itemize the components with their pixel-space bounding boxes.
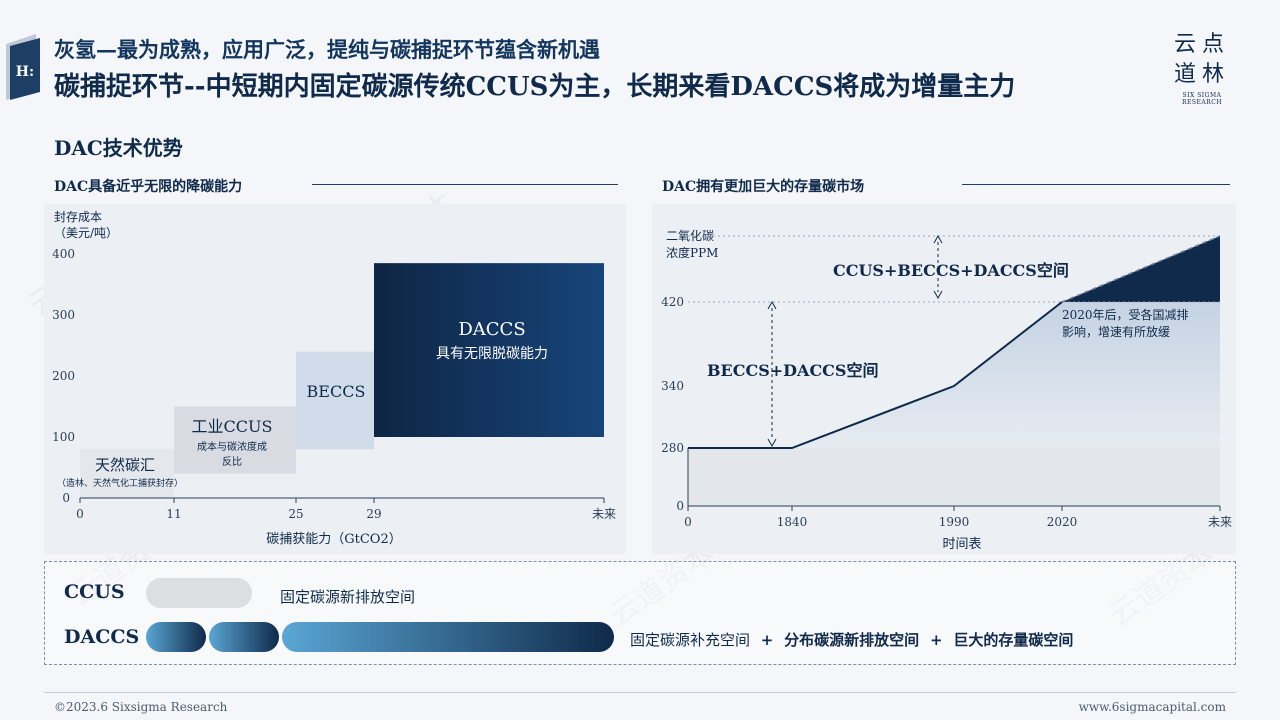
- right-subtitle-rule: [962, 184, 1230, 185]
- legend-daccs-bar-1: [146, 622, 206, 652]
- bar-note-ccus-2: 反比: [222, 456, 242, 468]
- bar-note-natural: （造林、天然气化工捕获封存）: [57, 477, 183, 489]
- footer-website: www.6sigmacapital.com: [1078, 700, 1226, 714]
- left-ylabel-1: 封存成本: [54, 210, 102, 224]
- legend-daccs-text2: 分布碳源新排放空间: [784, 631, 920, 649]
- section-title: DAC技术优势: [54, 136, 183, 160]
- label-upper-space: CCUS+BECCS+DACCS空间: [833, 261, 1069, 280]
- right-ytick: 0: [676, 499, 684, 513]
- area-fill: [688, 302, 1220, 448]
- left-xtick: 11: [166, 507, 181, 521]
- legend-daccs-text1: 固定碳源补充空间: [630, 631, 751, 649]
- footer-copyright: ©2023.6 Sixsigma Research: [54, 700, 228, 714]
- right-xlabel: 时间表: [942, 537, 981, 552]
- right-xtick: 2020: [1047, 515, 1078, 529]
- left-ytick: 300: [52, 308, 75, 322]
- right-xtick: 1990: [939, 515, 970, 529]
- right-xtick: 0: [684, 515, 692, 529]
- right-ylabel-1: 二氧化碳: [666, 229, 714, 243]
- label-lower-space: BECCS+DACCS空间: [707, 361, 878, 380]
- right-xtick: 1840: [777, 515, 808, 529]
- legend-plus-1: +: [760, 631, 774, 649]
- legend-plus-2: +: [929, 631, 943, 649]
- title-line1: 灰氢—最为成熟，应用广泛，提纯与碳捕捉环节蕴含新机遇: [54, 37, 600, 62]
- page-title: 碳捕捉环节--中短期内固定碳源传统CCUS为主，长期来看DACCS将成为增量主力: [54, 72, 1016, 102]
- logo-sub: SIX SIGMA RESEARCH: [1181, 92, 1223, 106]
- left-xtick: 29: [366, 507, 381, 521]
- header-badge-text: H:: [16, 64, 34, 80]
- left-xtick: 未来: [592, 507, 616, 521]
- legend-daccs-bar-2: [209, 622, 279, 652]
- series-line: [688, 301, 1063, 449]
- right-ylabel-2: 浓度PPM: [666, 245, 718, 260]
- left-ytick: 0: [62, 491, 70, 505]
- bar-label-ccus: 工业CCUS: [192, 417, 273, 436]
- legend-daccs-text: 固定碳源补充空间 + 分布碳源新排放空间 + 巨大的存量碳空间: [630, 629, 1073, 650]
- note-line-1: 2020年后，受各国减排: [1062, 307, 1189, 322]
- right-xtick: 未来: [1208, 515, 1232, 529]
- legend-ccus-text: 固定碳源新排放空间: [280, 588, 416, 606]
- right-chart: 二氧化碳 浓度PPM 0 280 340 420 0 1840 1990 2020 未来 CCUS…: [652, 204, 1236, 554]
- legend-ccus-label: CCUS: [64, 581, 125, 603]
- series-line-future: [1061, 235, 1221, 303]
- header-badge: H:: [0, 34, 40, 100]
- left-subtitle: DAC具备近乎无限的降碳能力: [54, 179, 243, 195]
- left-xtick: 25: [288, 507, 303, 521]
- footer-rule: [44, 692, 1236, 693]
- legend-daccs-bar-3: [282, 622, 614, 652]
- note-line-2: 影响，增速有所放缓: [1062, 324, 1170, 339]
- left-ytick: 100: [52, 430, 75, 444]
- bar-note-ccus-1: 成本与碳浓度成: [197, 440, 267, 453]
- left-chart: 封存成本 （美元/吨） 天然碳汇 （造林、天然气化工捕获封存） 工业CCUS 成本与碳…: [44, 204, 626, 554]
- right-ytick: 420: [661, 295, 684, 309]
- legend-daccs-label: DACCS: [64, 626, 140, 648]
- logo-line1: 云点: [1173, 32, 1230, 57]
- bar-label-daccs: DACCS: [458, 319, 525, 340]
- left-subtitle-rule: [312, 184, 618, 185]
- bar-天然碳汇: [80, 449, 174, 498]
- bar-note-daccs: 具有无限脱碳能力: [436, 346, 548, 362]
- legend-daccs-text3: 巨大的存量碳空间: [953, 631, 1074, 649]
- logo-line2: 道林: [1173, 62, 1230, 87]
- left-ytick: 200: [52, 369, 75, 383]
- area-base: [688, 448, 1220, 506]
- right-subtitle: DAC拥有更加巨大的存量碳市场: [662, 179, 865, 195]
- legend-ccus-bar: [146, 578, 252, 608]
- right-ytick: 280: [661, 441, 684, 455]
- bar-label-beccs: BECCS: [307, 382, 366, 401]
- bar-label-natural: 天然碳汇: [95, 456, 155, 474]
- logo: 云点 道林 SIX SIGMA RESEARCH: [1162, 30, 1242, 106]
- left-xtick: 0: [76, 507, 84, 521]
- left-ylabel-2: （美元/吨）: [54, 226, 118, 240]
- bar-工业CCUS: [174, 406, 296, 474]
- right-ytick: 340: [661, 379, 684, 393]
- left-ytick: 400: [52, 247, 75, 261]
- bar-DACCS: [374, 263, 604, 437]
- bar-BECCS: [296, 351, 374, 450]
- left-xlabel: 碳捕获能力（GtCO2）: [266, 531, 402, 547]
